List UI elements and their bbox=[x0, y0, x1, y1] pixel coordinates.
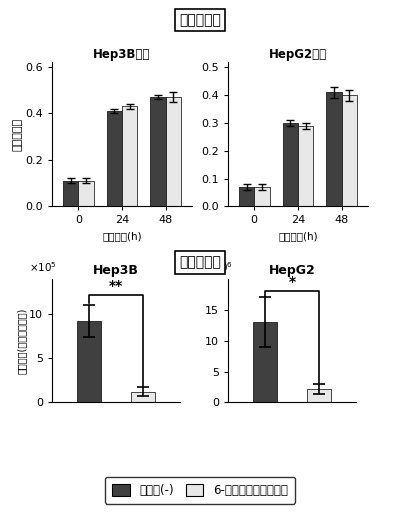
X-axis label: 培養時間(h): 培養時間(h) bbox=[278, 231, 318, 241]
Bar bbox=[150, 97, 166, 206]
Text: $\times 10^6$: $\times 10^6$ bbox=[205, 260, 233, 273]
Bar bbox=[342, 95, 357, 206]
Title: Hep3B細胞: Hep3B細胞 bbox=[93, 48, 151, 61]
Bar bbox=[166, 97, 181, 206]
Text: 細胞の浸潤: 細胞の浸潤 bbox=[179, 255, 221, 269]
Text: 細胞の増殖: 細胞の増殖 bbox=[179, 13, 221, 27]
Title: HepG2細胞: HepG2細胞 bbox=[269, 48, 327, 61]
Bar bbox=[239, 187, 254, 206]
Bar bbox=[283, 123, 298, 206]
Bar bbox=[78, 181, 94, 206]
Bar bbox=[253, 322, 278, 402]
Bar bbox=[254, 187, 270, 206]
Title: HepG2: HepG2 bbox=[269, 265, 315, 278]
Bar bbox=[122, 106, 137, 206]
Bar bbox=[77, 321, 102, 402]
Text: *: * bbox=[288, 275, 296, 289]
Bar bbox=[306, 389, 331, 402]
Legend: 化合物(-), 6-アルキニルフコース: 化合物(-), 6-アルキニルフコース bbox=[105, 477, 295, 504]
X-axis label: 培養時間(h): 培養時間(h) bbox=[102, 231, 142, 241]
Text: **: ** bbox=[109, 279, 123, 293]
Bar bbox=[107, 111, 122, 206]
Text: $\times 10^5$: $\times 10^5$ bbox=[29, 260, 57, 273]
Y-axis label: 相対増殖数: 相対増殖数 bbox=[12, 118, 22, 151]
Bar bbox=[326, 92, 342, 206]
Bar bbox=[298, 126, 313, 206]
Bar bbox=[130, 392, 155, 402]
Title: Hep3B: Hep3B bbox=[93, 265, 139, 278]
Y-axis label: 蛍光強度(浸潤細胞の数): 蛍光強度(浸潤細胞の数) bbox=[16, 308, 26, 374]
Bar bbox=[63, 181, 78, 206]
